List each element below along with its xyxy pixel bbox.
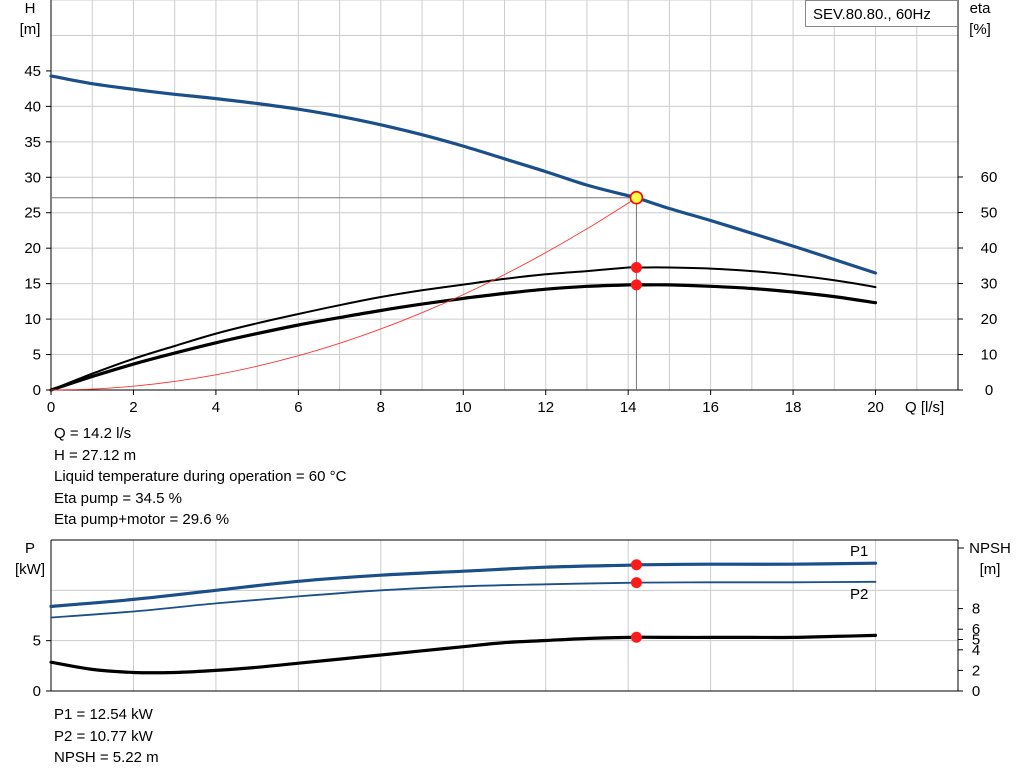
bottom-info-panel: P1 = 12.54 kW P2 = 10.77 kW NPSH = 5.22 … — [54, 704, 159, 769]
bottom-y-right-tick-label: 5 — [972, 632, 980, 649]
info-p1: P1 = 12.54 kW — [54, 706, 153, 723]
series-system-curve — [50, 197, 637, 391]
y-left-tick-label: 40 — [24, 98, 41, 115]
bottom-y-right-tick-label: 2 — [972, 662, 980, 679]
series-p2-label: P2 — [850, 586, 868, 603]
y-left-tick-label: 5 — [33, 347, 41, 364]
y-left-axis-unit: [m] — [20, 21, 41, 38]
bottom-y-left-tick-label: 0 — [33, 683, 41, 700]
y-right-tick-label: 60 — [981, 169, 998, 186]
npsh-marker — [630, 631, 642, 643]
y-right-axis-unit: [%] — [969, 21, 991, 38]
bottom-y-left-axis-unit: [kW] — [15, 561, 45, 578]
y-left-tick-label: 15 — [24, 276, 41, 293]
y-left-axis-label: H — [25, 0, 36, 17]
x-tick-label: 14 — [620, 399, 637, 416]
y-right-tick-label: 0 — [985, 382, 993, 399]
y-left-tick-label: 10 — [24, 311, 41, 328]
bottom-y-right-axis-label: NPSH — [969, 540, 1011, 557]
x-tick-label: 18 — [785, 399, 802, 416]
bottom-y-right-tick-label: 0 — [972, 683, 980, 700]
y-right-tick-label: 30 — [981, 276, 998, 293]
x-tick-label: 12 — [537, 399, 554, 416]
info-p2: P2 = 10.77 kW — [54, 727, 153, 745]
info-liquid-temperature: Liquid temperature during operation = 60… — [54, 468, 347, 485]
y-right-tick-label: 10 — [981, 347, 998, 364]
bottom-y-right-tick-label: 4 — [972, 642, 980, 659]
y-left-tick-label: 35 — [24, 134, 41, 151]
bottom-y-left-axis-label: P — [25, 540, 35, 557]
eta-pump-marker — [630, 262, 642, 274]
x-tick-label: 8 — [377, 399, 385, 416]
y-left-tick-label: 20 — [24, 240, 41, 257]
x-tick-label: 2 — [129, 399, 137, 416]
info-eta-pump-motor: Eta pump+motor = 29.6 % — [54, 511, 230, 528]
info-head: H = 27.12 m — [54, 446, 137, 464]
series-p2-curve — [50, 580, 877, 619]
series-p1-curve — [49, 561, 878, 608]
x-tick-label: 10 — [455, 399, 472, 416]
y-right-tick-label: 50 — [981, 205, 998, 222]
bottom-y-right-axis-unit: [m] — [980, 561, 1001, 578]
series-npsh-curve — [49, 633, 878, 675]
x-tick-label: 16 — [702, 399, 719, 416]
bottom-y-left-tick-label: 5 — [33, 633, 41, 650]
series-h-curve — [49, 74, 878, 275]
top-info-panel: Q = 14.2 l/s H = 27.12 m Liquid temperat… — [54, 423, 346, 531]
x-axis-label: Q [l/s] — [905, 399, 944, 416]
y-right-axis-label: eta — [970, 0, 992, 17]
bottom-y-right-tick-label: 8 — [972, 601, 980, 618]
y-right-tick-label: 40 — [981, 240, 998, 257]
p2-marker — [630, 577, 642, 589]
y-left-tick-label: 45 — [24, 63, 41, 80]
x-tick-label: 6 — [294, 399, 302, 416]
info-flow: Q = 14.2 l/s — [54, 425, 132, 442]
y-left-tick-label: 0 — [33, 382, 41, 399]
info-npsh: NPSH = 5.22 m — [54, 749, 159, 766]
series-p1-label: P1 — [850, 543, 868, 560]
series-eta-pump-curve — [50, 266, 877, 391]
operating-point-marker — [629, 190, 644, 205]
series-eta-pump-motor-curve — [49, 283, 878, 392]
bottom-y-right-tick-label: 6 — [972, 621, 980, 638]
x-tick-label: 4 — [212, 399, 220, 416]
eta-pump-motor-marker — [630, 279, 642, 291]
info-eta-pump: Eta pump = 34.5 % — [54, 489, 182, 507]
x-tick-label: 0 — [47, 399, 55, 416]
p1-marker — [630, 559, 642, 571]
x-tick-label: 20 — [867, 399, 884, 416]
chart-title: SEV.80.80., 60Hz — [805, 0, 958, 27]
y-left-tick-label: 30 — [24, 169, 41, 186]
y-left-tick-label: 25 — [24, 205, 41, 222]
y-right-tick-label: 20 — [981, 311, 998, 328]
